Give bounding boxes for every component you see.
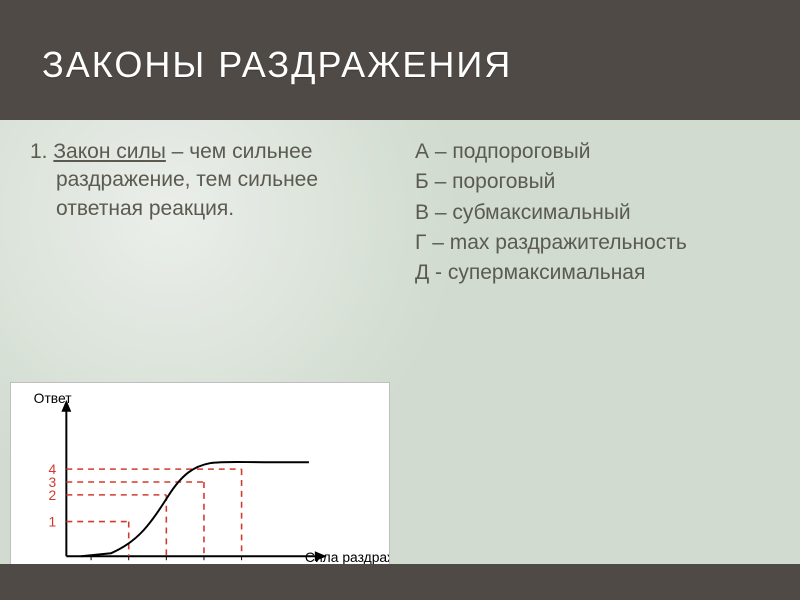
slide-title: ЗАКОНЫ РАЗДРАЖЕНИЯ: [42, 44, 512, 86]
chart-svg: ОтветСила раздражителя1234АБВГД: [11, 383, 389, 581]
legend-b: Б – пороговый: [415, 168, 770, 196]
law-paragraph: 1. Закон силы – чем сильнее раздражение,…: [30, 138, 385, 223]
slide: ЗАКОНЫ РАЗДРАЖЕНИЯ 1. Закон силы – чем с…: [0, 0, 800, 600]
content-area: 1. Закон силы – чем сильнее раздражение,…: [0, 130, 800, 290]
law-term: Закон силы: [53, 140, 165, 163]
title-band: ЗАКОНЫ РАЗДРАЖЕНИЯ: [0, 10, 800, 120]
top-bar: [0, 0, 800, 10]
legend-d: Д - супермаксимальная: [415, 259, 770, 287]
legend-g: Г – max раздражительность: [415, 229, 770, 257]
legend-a: А – подпороговый: [415, 138, 770, 166]
chart-box: ОтветСила раздражителя1234АБВГД: [10, 382, 390, 582]
list-number: 1.: [30, 140, 53, 163]
svg-text:4: 4: [49, 461, 57, 477]
bottom-bar: [0, 564, 800, 600]
legend-v: В – субмаксимальный: [415, 199, 770, 227]
left-column: 1. Закон силы – чем сильнее раздражение,…: [30, 138, 385, 290]
right-column: А – подпороговый Б – пороговый В – субма…: [415, 138, 770, 290]
svg-text:1: 1: [49, 514, 57, 530]
